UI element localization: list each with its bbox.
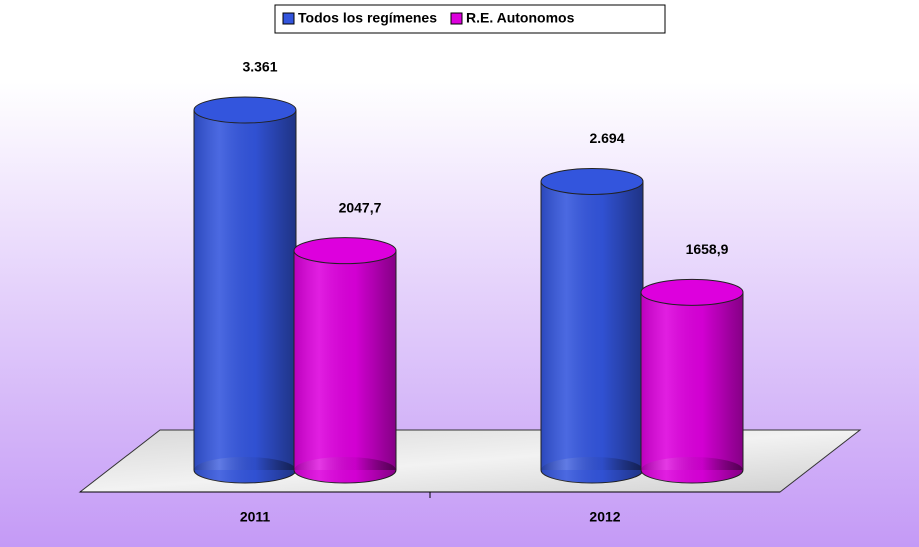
cylinder-shade: [294, 250, 396, 470]
legend-swatch: [282, 12, 295, 25]
cylinder-bottom-shade: [194, 457, 296, 483]
data-label: 2.694: [589, 130, 624, 146]
cylinder-shade: [541, 181, 643, 470]
legend-label: R.E. Autonomos: [466, 10, 575, 26]
cylinder-bottom-shade: [294, 457, 396, 483]
data-label: 2047,7: [339, 199, 382, 215]
cylinder-top: [640, 278, 744, 306]
legend-label: Todos los regímenes: [298, 10, 437, 26]
cylinder-top: [293, 237, 397, 265]
legend-box: [274, 4, 666, 34]
cylinder-bottom-shade: [541, 457, 643, 483]
cylinder-shade: [641, 292, 743, 470]
x-tick-label: 2012: [589, 509, 620, 525]
x-tick-label: 2011: [240, 509, 271, 525]
legend: Todos los regímenes R.E. Autonomos: [274, 4, 666, 34]
legend-swatch: [450, 12, 463, 25]
data-label: 1658,9: [686, 241, 729, 257]
data-label: 3.361: [242, 59, 277, 75]
cylinder-bottom-shade: [641, 457, 743, 483]
cylinder-top: [540, 167, 644, 195]
cylinder-shade: [194, 110, 296, 470]
cylinder-top: [193, 96, 297, 124]
